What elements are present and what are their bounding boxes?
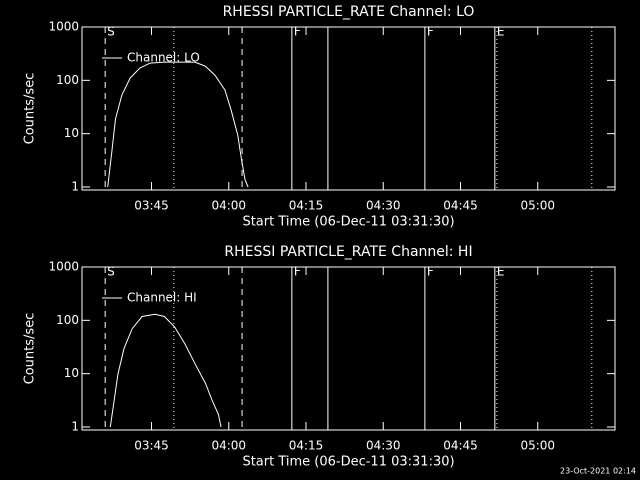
y-tick-label: 100 — [56, 73, 79, 87]
x-tick-label: 03:45 — [134, 199, 169, 213]
series-line — [107, 61, 249, 188]
x-tick-label: 03:45 — [134, 439, 169, 453]
event-marker-label: S — [107, 25, 115, 39]
x-tick-label: 04:30 — [366, 439, 401, 453]
event-marker-label: F — [294, 265, 301, 279]
event-marker-label: F — [427, 265, 434, 279]
x-tick-label: 04:30 — [366, 199, 401, 213]
x-tick-label: 04:00 — [211, 439, 246, 453]
chart-title: RHESSI PARTICLE_RATE Channel: HI — [224, 244, 472, 260]
chart-title: RHESSI PARTICLE_RATE Channel: LO — [223, 4, 475, 20]
y-tick-label: 1 — [71, 420, 79, 434]
x-tick-label: 04:45 — [443, 439, 478, 453]
x-tick-label: 04:15 — [289, 199, 324, 213]
x-tick-label: 04:00 — [211, 199, 246, 213]
y-tick-label: 1000 — [48, 20, 79, 34]
y-tick-label: 10 — [64, 126, 79, 140]
x-tick-label: 04:45 — [443, 199, 478, 213]
y-tick-label: 1 — [71, 180, 79, 194]
y-tick-label: 100 — [56, 313, 79, 327]
plot-frame — [81, 26, 616, 191]
x-axis-label: Start Time (06-Dec-11 03:31:30) — [242, 215, 454, 230]
event-marker-label: E — [497, 265, 505, 279]
y-axis-label: Counts/sec — [23, 313, 38, 385]
y-tick-label: 1000 — [48, 260, 79, 274]
x-axis-label: Start Time (06-Dec-11 03:31:30) — [242, 455, 454, 470]
legend-label: Channel: HI — [127, 291, 197, 305]
x-tick-label: 05:00 — [520, 439, 555, 453]
event-marker-label: F — [427, 25, 434, 39]
x-tick-label: 04:15 — [289, 439, 324, 453]
x-tick-label: 05:00 — [520, 199, 555, 213]
series-line — [109, 313, 222, 428]
event-marker-label: E — [497, 25, 505, 39]
event-marker-label: S — [107, 265, 115, 279]
event-marker-label: F — [294, 25, 301, 39]
y-tick-label: 10 — [64, 366, 79, 380]
legend-label: Channel: LO — [127, 51, 200, 65]
y-axis-label: Counts/sec — [23, 73, 38, 145]
plot-frame — [81, 266, 616, 431]
footer: 23-Oct-2021 02:14 — [560, 467, 636, 476]
